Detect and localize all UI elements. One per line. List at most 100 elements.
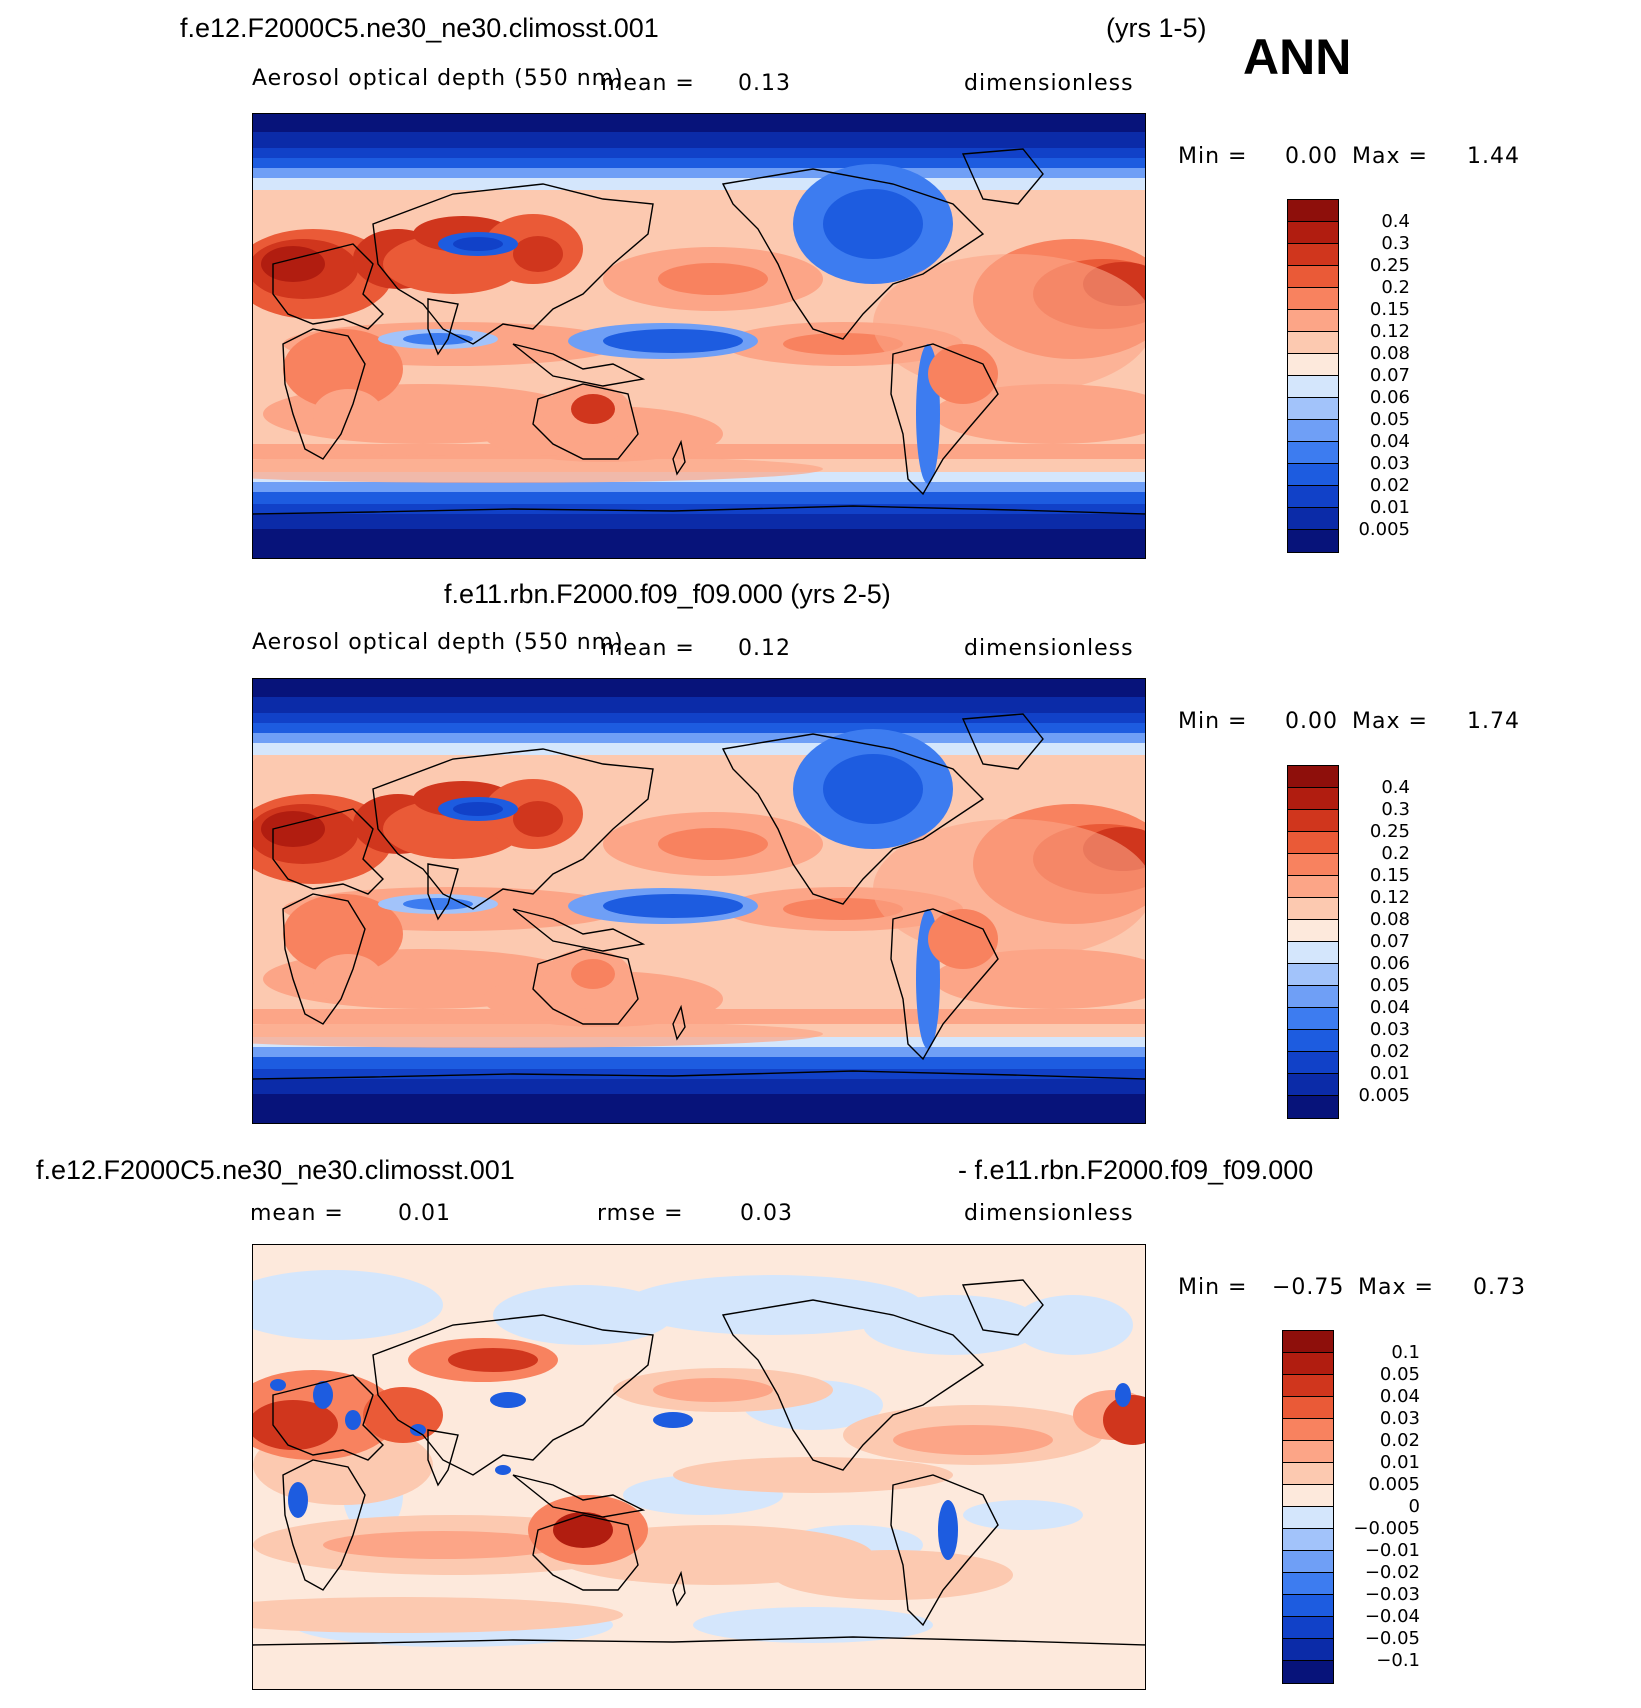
colorbar-swatch [1288,332,1338,354]
colorbar-level-label: 0.04 [1369,997,1410,1018]
colorbar-swatch [1288,942,1338,964]
panel2-map [252,678,1146,1124]
colorbar-level-label: −0.03 [1364,1584,1420,1605]
colorbar-level-label: 0.02 [1369,1041,1410,1062]
colorbar-level-label: 0.08 [1369,343,1410,364]
colorbar-level-label: −0.05 [1364,1628,1420,1649]
panel3-min-value: −0.75 [1272,1275,1345,1300]
colorbar-swatch [1288,854,1338,876]
colorbar-swatch [1283,1375,1333,1397]
colorbar-level-label: 0.12 [1369,321,1410,342]
colorbar-swatch [1283,1397,1333,1419]
panel1-case-title: f.e12.F2000C5.ne30_ne30.climosst.001 [180,13,659,43]
colorbar-swatch [1288,200,1338,222]
panel3-mean-label: mean = [250,1201,344,1226]
panel2-min-value: 0.00 [1285,709,1338,734]
panel2-variable: Aerosol optical depth (550 nm) [252,630,624,655]
colorbar-swatch [1288,508,1338,530]
colorbar-level-label: 0.02 [1379,1430,1420,1451]
colorbar-level-label: 0.05 [1369,975,1410,996]
colorbar-swatch [1288,420,1338,442]
colorbar-level-label: 0.07 [1369,365,1410,386]
colorbar-level-label: 0.4 [1381,211,1410,232]
panel3-colorbar [1282,1330,1334,1684]
colorbar-swatch [1288,464,1338,486]
colorbar-swatch [1288,376,1338,398]
colorbar-swatch [1288,920,1338,942]
panel1-map [252,113,1146,559]
colorbar-level-label: −0.005 [1353,1518,1420,1539]
colorbar-level-label: 0.01 [1369,1063,1410,1084]
colorbar-level-label: 0 [1408,1496,1420,1517]
colorbar-level-label: 0.04 [1379,1386,1420,1407]
colorbar-swatch [1288,1096,1338,1118]
colorbar-swatch [1288,398,1338,420]
colorbar-level-label: 0.15 [1369,865,1410,886]
panel3-max-value: 0.73 [1473,1275,1526,1300]
colorbar-swatch [1283,1419,1333,1441]
panel1-colorbar [1287,199,1339,553]
colorbar-level-label: 0.005 [1358,519,1410,540]
colorbar-swatch [1283,1441,1333,1463]
colorbar-swatch [1283,1353,1333,1375]
colorbar-swatch [1288,1074,1338,1096]
colorbar-level-label: 0.03 [1369,453,1410,474]
panel1-max-label: Max = [1352,144,1428,169]
colorbar-level-label: 0.005 [1358,1085,1410,1106]
panel1-units: dimensionless [964,71,1134,96]
colorbar-swatch [1288,986,1338,1008]
panel2-case-title: f.e11.rbn.F2000.f09_f09.000 (yrs 2-5) [444,579,891,609]
colorbar-level-label: 0.2 [1381,277,1410,298]
panel1-mean-value: 0.13 [738,71,791,96]
colorbar-swatch [1283,1507,1333,1529]
annual-label: ANN [1243,29,1352,85]
panel1-min-label: Min = [1178,144,1248,169]
colorbar-swatch [1283,1573,1333,1595]
panel3-units: dimensionless [964,1201,1134,1226]
colorbar-level-label: −0.02 [1364,1562,1420,1583]
panel1-min-value: 0.00 [1285,144,1338,169]
colorbar-swatch [1288,1052,1338,1074]
colorbar-swatch [1283,1551,1333,1573]
panel3-case-title-right: - f.e11.rbn.F2000.f09_f09.000 [958,1155,1314,1185]
colorbar-level-label: 0.005 [1368,1474,1420,1495]
colorbar-swatch [1288,288,1338,310]
panel3-mean-value: 0.01 [398,1201,451,1226]
colorbar-swatch [1288,788,1338,810]
panel2-max-label: Max = [1352,709,1428,734]
panel1-variable: Aerosol optical depth (550 nm) [252,66,624,91]
colorbar-level-label: −0.01 [1364,1540,1420,1561]
colorbar-swatch [1288,354,1338,376]
colorbar-swatch [1288,222,1338,244]
panel3-case-title-left: f.e12.F2000C5.ne30_ne30.climosst.001 [36,1155,515,1185]
colorbar-swatch [1283,1639,1333,1661]
colorbar-level-label: 0.05 [1369,409,1410,430]
panel1-mean-label: mean = [601,71,695,96]
colorbar-swatch [1283,1463,1333,1485]
colorbar-swatch [1288,486,1338,508]
colorbar-level-label: 0.4 [1381,777,1410,798]
colorbar-level-label: 0.3 [1381,799,1410,820]
panel2-units: dimensionless [964,636,1134,661]
colorbar-swatch [1288,766,1338,788]
panel2-mean-value: 0.12 [738,636,791,661]
colorbar-swatch [1288,442,1338,464]
panel3-map [252,1244,1146,1690]
colorbar-level-label: −0.1 [1376,1650,1420,1671]
panel2-mean-label: mean = [601,636,695,661]
colorbar-swatch [1288,876,1338,898]
colorbar-swatch [1288,530,1338,552]
colorbar-level-label: 0.2 [1381,843,1410,864]
colorbar-swatch [1288,244,1338,266]
colorbar-swatch [1283,1617,1333,1639]
colorbar-swatch [1288,810,1338,832]
panel2-max-value: 1.74 [1467,709,1520,734]
colorbar-swatch [1288,898,1338,920]
colorbar-level-label: 0.12 [1369,887,1410,908]
colorbar-level-label: 0.15 [1369,299,1410,320]
colorbar-swatch [1288,310,1338,332]
colorbar-swatch [1283,1485,1333,1507]
colorbar-level-label: 0.1 [1391,1342,1420,1363]
colorbar-level-label: 0.25 [1369,821,1410,842]
panel3-max-label: Max = [1358,1275,1434,1300]
